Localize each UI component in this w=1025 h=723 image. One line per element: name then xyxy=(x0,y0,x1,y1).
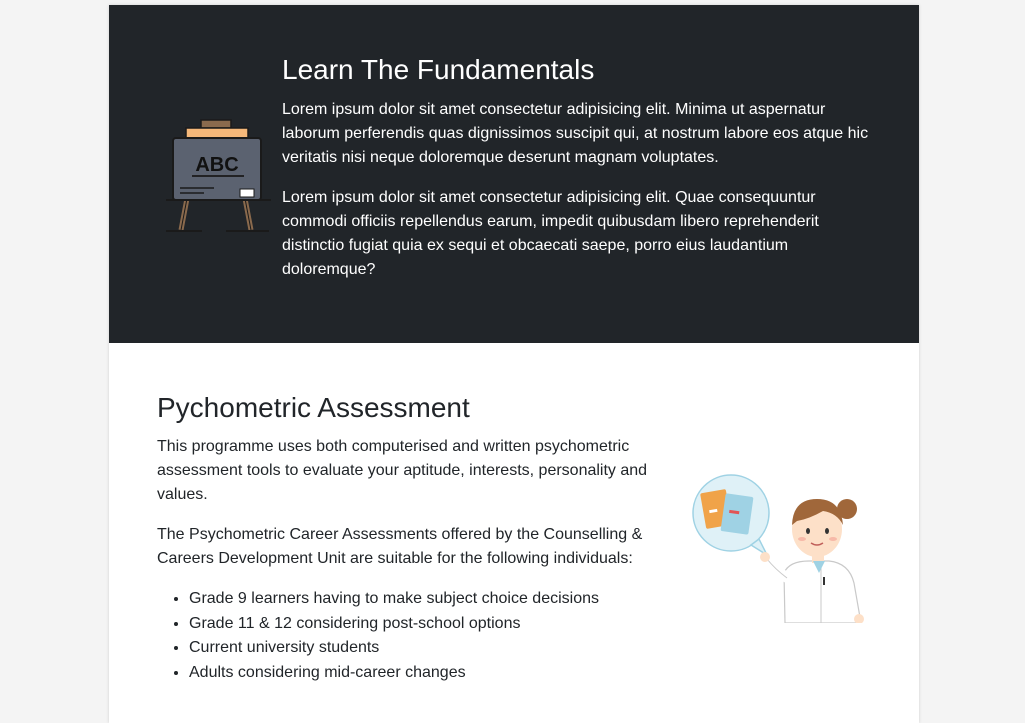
assessment-list: Grade 9 learners having to make subject … xyxy=(157,587,657,685)
assessment-title: Pychometric Assessment xyxy=(157,392,470,423)
page-container: ABC Learn The Fundamentals Lorem ipsum d… xyxy=(109,5,919,723)
easel-board-text: ABC xyxy=(195,154,238,176)
chalkboard-easel-icon: ABC xyxy=(166,119,271,232)
list-item: Grade 9 learners having to make subject … xyxy=(189,587,657,612)
assessment-section: Pychometric Assessment This programme us… xyxy=(109,343,919,723)
fundamentals-content: Learn The Fundamentals Lorem ipsum dolor… xyxy=(282,53,882,298)
doctor-with-books-icon xyxy=(692,474,864,623)
assessment-content: Pychometric Assessment This programme us… xyxy=(157,391,657,685)
fundamentals-title: Learn The Fundamentals xyxy=(282,54,595,85)
fundamentals-paragraph-2: Lorem ipsum dolor sit amet consectetur a… xyxy=(282,189,819,278)
fundamentals-paragraph-1: Lorem ipsum dolor sit amet consectetur a… xyxy=(282,101,869,166)
list-item: Grade 11 & 12 considering post-school op… xyxy=(189,612,657,637)
assessment-paragraph-2: The Psychometric Career Assessments offe… xyxy=(157,526,643,567)
assessment-paragraph-1: This programme uses both computerised an… xyxy=(157,438,648,503)
list-item: Adults considering mid-career changes xyxy=(189,661,657,686)
fundamentals-section: ABC Learn The Fundamentals Lorem ipsum d… xyxy=(109,5,919,343)
list-item: Current university students xyxy=(189,636,657,661)
